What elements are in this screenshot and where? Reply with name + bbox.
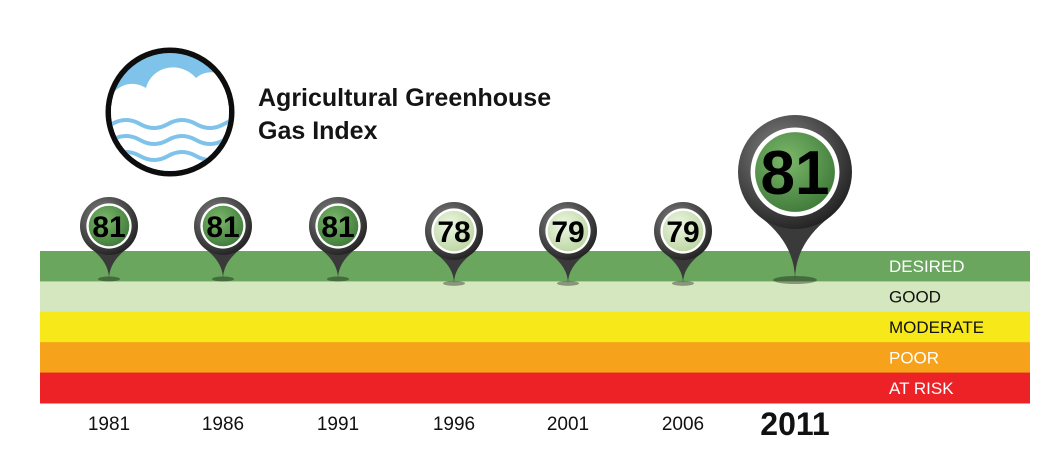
level-label: GOOD (889, 288, 941, 307)
year-label: 1991 (317, 414, 359, 435)
data-label: 81 (761, 139, 830, 208)
level-label: POOR (889, 348, 939, 367)
data-label: 81 (321, 211, 354, 244)
data-label: 79 (666, 216, 699, 249)
data-point-pin: 81 (309, 197, 367, 282)
level-label: AT RISK (889, 379, 954, 398)
pin-tail (91, 248, 127, 279)
data-point-pin: 79 (654, 202, 712, 286)
pin-tail (320, 248, 356, 279)
band-desired (40, 251, 1030, 282)
pin-tail (205, 248, 241, 279)
data-label: 81 (92, 211, 125, 244)
band-at-risk (40, 372, 1030, 404)
data-point-pin: 78 (425, 202, 483, 286)
chart-title: Agricultural Greenhouse Gas Index (258, 82, 551, 148)
pin-face (662, 210, 704, 252)
year-label: 2011 (760, 406, 829, 442)
data-point-pin: 81 (80, 197, 138, 282)
pin-face (317, 205, 359, 247)
year-label: 2001 (547, 414, 589, 435)
band-poor (40, 342, 1030, 374)
title-line-2: Gas Index (258, 117, 378, 145)
year-label: 2006 (662, 414, 704, 435)
pin-face (433, 210, 475, 252)
data-label: 81 (206, 211, 239, 244)
pin-tail (550, 253, 586, 284)
pin-face (88, 205, 130, 247)
year-label: 1996 (433, 414, 475, 435)
pin-tail (436, 253, 472, 284)
pin-face (755, 132, 835, 212)
level-label: DESIRED (889, 257, 965, 276)
band-moderate (40, 311, 1030, 343)
data-point-pin: 81 (738, 115, 852, 284)
pin-tail (759, 216, 831, 280)
data-point-pin: 81 (194, 197, 252, 282)
year-label: 1981 (88, 414, 130, 435)
pin-face (202, 205, 244, 247)
year-label: 1986 (202, 414, 244, 435)
data-label: 78 (437, 216, 470, 249)
pin-tail (665, 253, 701, 284)
pin-face (547, 210, 589, 252)
data-point-pin: 79 (539, 202, 597, 286)
band-good (40, 281, 1030, 313)
level-label: MODERATE (889, 318, 984, 337)
title-line-1: Agricultural Greenhouse (258, 84, 552, 112)
data-label: 79 (551, 216, 584, 249)
